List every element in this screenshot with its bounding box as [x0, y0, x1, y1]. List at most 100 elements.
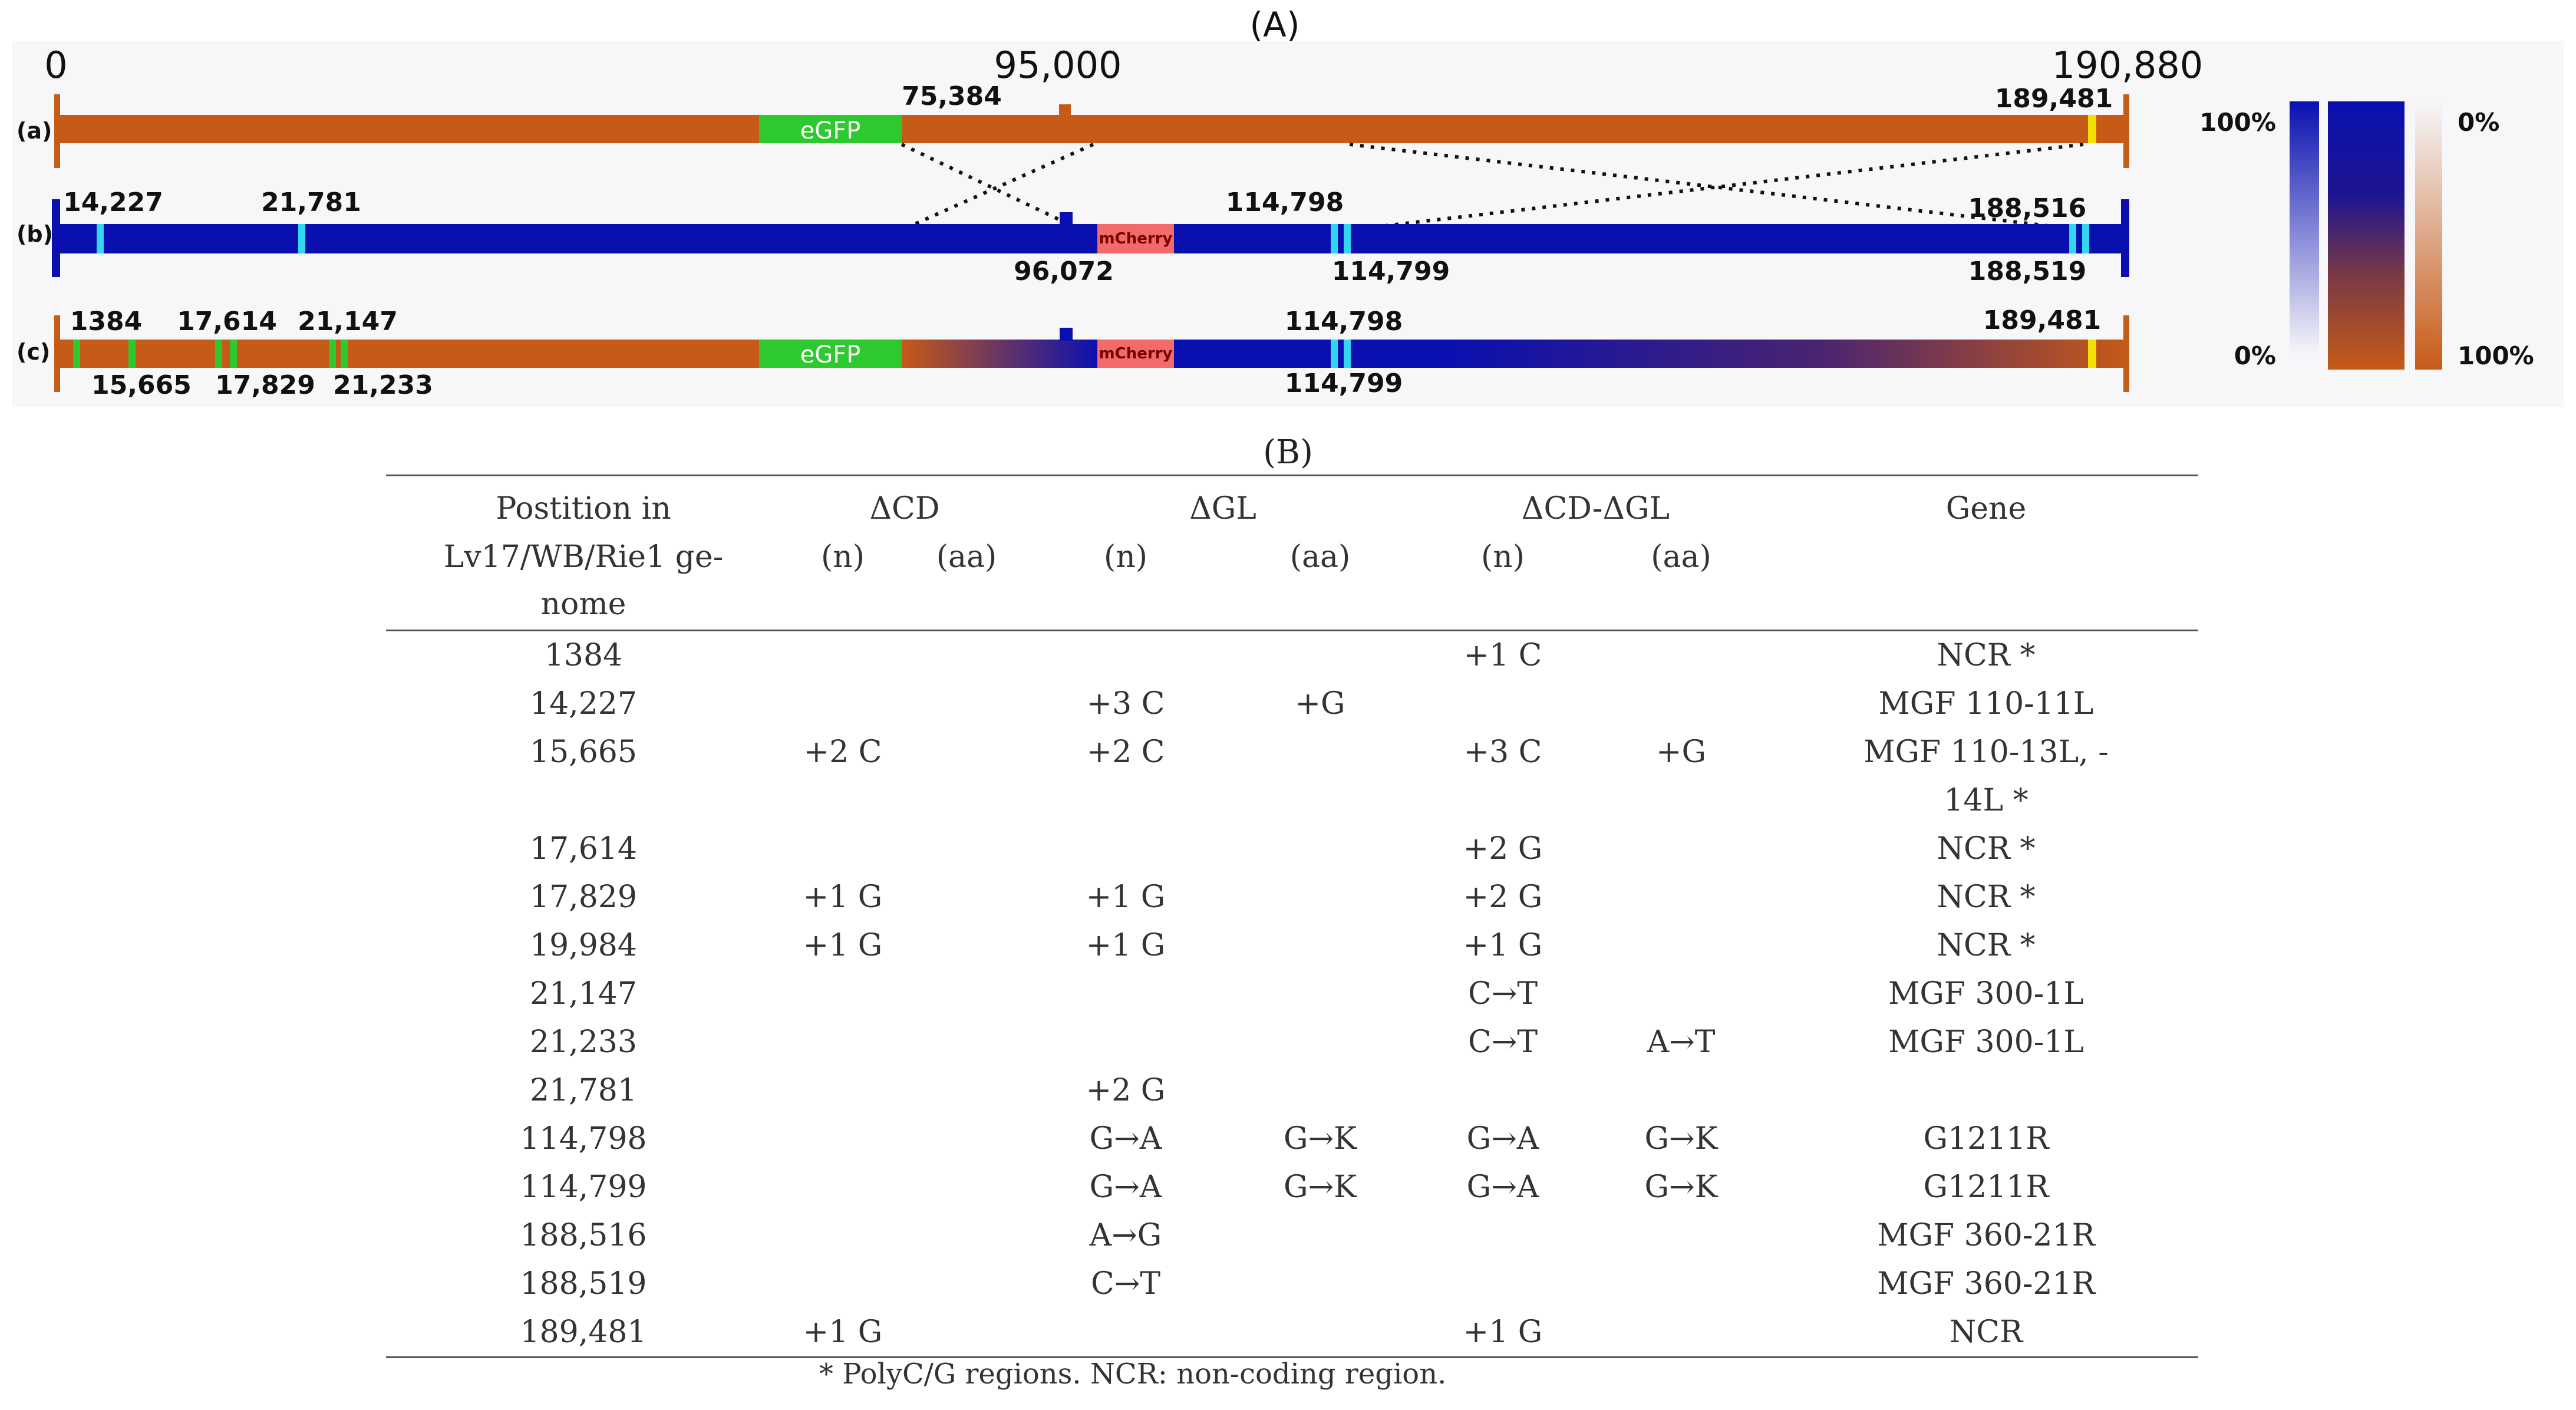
- header-position-2: Lv17/WB/Rie1 ge-: [443, 539, 724, 575]
- panel-a-label: (A): [1250, 5, 1300, 45]
- track-b-label: (b): [17, 221, 53, 247]
- track-b-label-114798: 114,798: [1226, 187, 1344, 218]
- track-b-label-188519: 188,519: [1968, 256, 2086, 286]
- track-c-label-15665: 15,665: [91, 370, 192, 400]
- track-a-end-cap-right: [2123, 94, 2129, 168]
- cell-position: 1384: [544, 638, 623, 673]
- track-b-mutation-114799: [1344, 224, 1351, 253]
- header-cdgl-n: (n): [1480, 539, 1525, 575]
- track-b-tick-96072: [1060, 212, 1073, 225]
- cell-position: 15,665: [530, 734, 637, 770]
- table-row: 17,829 +1 G +1 G +2 G NCR *: [386, 873, 2198, 921]
- cell-gene: MGF 110-11L: [1878, 686, 2094, 722]
- track-c-label-17614: 17,614: [177, 307, 277, 337]
- axis-end-label: 190,880: [2052, 44, 2203, 87]
- cell-gene: NCR *: [1937, 638, 2036, 673]
- cell-gene: MGF 360-21R: [1877, 1266, 2095, 1302]
- track-c-mutation-21147: [329, 340, 336, 368]
- table-row: 17,614 +2 G NCR *: [386, 825, 2198, 873]
- track-b-end-cap-left: [52, 199, 60, 277]
- track-c-label-21233: 21,233: [333, 370, 433, 400]
- table-row: 188,519 C→T MGF 360-21R: [386, 1260, 2198, 1308]
- header-gene: Gene: [1945, 491, 2027, 526]
- header-cd: ΔCD: [869, 491, 940, 526]
- cell-position: 188,516: [520, 1218, 647, 1253]
- track-c-egfp-label: eGFP: [800, 341, 861, 368]
- table-row: 21,781 +2 G: [386, 1066, 2198, 1115]
- table-row: 188,516 A→G MGF 360-21R: [386, 1211, 2198, 1260]
- cell-gene: G1211R: [1923, 1121, 2049, 1157]
- axis-start-label: 0: [44, 44, 67, 87]
- track-c-bar-transition-2: [1449, 340, 2128, 368]
- track-c-label-114798: 114,798: [1285, 307, 1403, 337]
- track-a-bar: [56, 115, 2128, 143]
- legend-blue-bottom: 0%: [2234, 341, 2276, 370]
- track-b-mutation-21781: [298, 224, 305, 253]
- header-gl-n: (n): [1103, 539, 1148, 575]
- track-c-mutation-114799: [1344, 340, 1351, 368]
- cell-position: 21,147: [530, 976, 637, 1012]
- track-a-label: (a): [17, 118, 52, 144]
- track-b-label-188516: 188,516: [1968, 193, 2086, 223]
- table-row: 189,481 +1 G +1 G NCR: [386, 1308, 2198, 1358]
- track-c-mutation-15665: [128, 340, 136, 368]
- cell-position: 21,781: [530, 1073, 637, 1108]
- header-cd-n: (n): [820, 539, 865, 575]
- track-c-mcherry: [1097, 340, 1174, 368]
- track-c-mutation-17829: [230, 340, 237, 368]
- track-c-label-17829: 17,829: [215, 370, 315, 400]
- track-b-mcherry-label: mCherry: [1099, 230, 1173, 248]
- header-position: Postition in: [496, 491, 671, 526]
- track-b-bar: [56, 224, 2128, 253]
- track-c-egfp: [759, 340, 902, 368]
- track-c-end-cap-left: [54, 315, 60, 392]
- track-a-mutation-189481: [2088, 115, 2096, 143]
- table-row: 1384 +1 C NCR *: [386, 631, 2198, 680]
- table-row: 114,799 G→A G→K G→A G→K G1211R: [386, 1163, 2198, 1211]
- track-c-label: (c): [17, 339, 50, 365]
- track-a-egfp: [759, 115, 902, 143]
- mutation-table-container: Postition in ΔCD ΔGL ΔCD-ΔGL Gene Lv17/W…: [386, 475, 2198, 1358]
- cell-gene: MGF 300-1L: [1888, 1024, 2084, 1060]
- track-c-label-1384: 1384: [70, 307, 142, 337]
- cell-gene: NCR: [1949, 1315, 2023, 1350]
- cell-position: 14,227: [530, 686, 637, 722]
- track-c-label-189481: 189,481: [1983, 305, 2101, 335]
- track-b-mutation-188519: [2082, 224, 2089, 253]
- cell-gene: NCR *: [1937, 879, 2036, 915]
- track-a-end-cap-left: [54, 94, 60, 168]
- table-row: 15,665 +2 C +2 C +3 C +G MGF 110-13L, - 1…: [386, 728, 2198, 825]
- mutation-table: Postition in ΔCD ΔGL ΔCD-ΔGL Gene Lv17/W…: [386, 475, 2198, 1358]
- track-c-label-114799: 114,799: [1285, 368, 1403, 398]
- legend-orange-top: 0%: [2458, 108, 2499, 137]
- track-c-mutation-17614: [215, 340, 222, 368]
- track-a-egfp-label: eGFP: [800, 117, 861, 144]
- header-gl: ΔGL: [1189, 491, 1256, 526]
- track-b-label-14227: 14,227: [63, 187, 163, 218]
- header-cd-aa: (aa): [936, 539, 997, 575]
- table-footnote: * PolyC/G regions. NCR: non-coding regio…: [819, 1358, 1447, 1391]
- track-c-bar-blue: [1173, 340, 1450, 368]
- table-row: 21,147 C→T MGF 300-1L: [386, 970, 2198, 1018]
- cell-position: 189,481: [520, 1315, 647, 1350]
- cell-gene: MGF 110-13L, - 14L *: [1863, 734, 2109, 818]
- cell-gene: MGF 360-21R: [1877, 1218, 2095, 1253]
- cell-gene: MGF 300-1L: [1888, 976, 2084, 1012]
- cell-position: 188,519: [520, 1266, 647, 1302]
- cell-position: 17,614: [530, 831, 637, 867]
- table-row: 19,984 +1 G +1 G +1 G NCR *: [386, 921, 2198, 970]
- track-a-label-75384: 75,384: [902, 81, 1002, 111]
- table-row: 14,227 +3 C +G MGF 110-11L: [386, 680, 2198, 728]
- cell-gene: G1211R: [1923, 1169, 2049, 1205]
- track-a-tick-95000: [1059, 104, 1071, 116]
- cell-gene: NCR *: [1937, 928, 2036, 963]
- track-c-mutation-1384: [73, 340, 80, 368]
- track-c-bar-transition-1: [902, 340, 1099, 368]
- cell-gene: NCR *: [1937, 831, 2036, 867]
- cell-position: 114,798: [520, 1121, 647, 1157]
- cell-position: 21,233: [530, 1024, 637, 1060]
- track-c-mcherry-label: mCherry: [1099, 345, 1173, 363]
- cell-position: 114,799: [520, 1169, 647, 1205]
- track-c-mutation-21233: [341, 340, 348, 368]
- track-b-end-cap-right: [2121, 199, 2129, 277]
